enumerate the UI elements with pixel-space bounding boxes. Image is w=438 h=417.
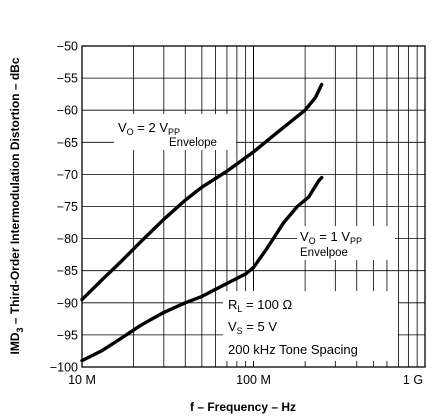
x-tick-label: 1 G xyxy=(403,373,423,387)
series2-label: VO = 1 VPP xyxy=(300,229,362,246)
y-tick-label: −50 xyxy=(57,40,78,54)
series-line-1 xyxy=(80,82,324,302)
conditions-bg xyxy=(223,291,398,361)
series-lines xyxy=(80,82,324,363)
y-tick-label: −75 xyxy=(57,200,78,214)
y-tick-label: −90 xyxy=(57,296,78,310)
y-tick-label: −70 xyxy=(57,168,78,182)
y-tick-label: −95 xyxy=(57,328,78,342)
series2-label-line2: Envelpoe xyxy=(300,247,348,259)
annotation-vs: VS = 5 V xyxy=(228,319,277,336)
y-axis-ticks: −50 −55 −60 −65 −70 −75 −80 −85 −90 −95 −100 xyxy=(50,40,78,375)
y-tick-label: −80 xyxy=(57,232,78,246)
y-tick-label: −100 xyxy=(50,361,78,375)
annotation-rl: RL = 100 Ω xyxy=(228,297,293,314)
series1-label-bg xyxy=(114,114,236,150)
x-tick-label: 10 M xyxy=(68,373,96,387)
y-tick-label: −60 xyxy=(57,104,78,118)
series-line-2 xyxy=(80,175,324,363)
annotation-tone-spacing: 200 kHz Tone Spacing xyxy=(228,342,358,357)
y-tick-label: −65 xyxy=(57,136,78,150)
x-axis-ticks: 10 M 100 M 1 G xyxy=(68,373,423,387)
series1-label-line2: Envelope xyxy=(169,137,217,149)
series2-label-bg xyxy=(297,226,395,260)
y-tick-label: −85 xyxy=(57,264,78,278)
plot-frame xyxy=(81,45,426,368)
series1-label: VO = 2 VPP xyxy=(118,120,180,137)
y-tick-label: −55 xyxy=(57,72,78,86)
x-axis-title: f – Frequency – Hz xyxy=(190,400,296,414)
x-tick-label: 100 M xyxy=(236,373,271,387)
y-axis-title: IMD3 – Third-Order Intermodulation Disto… xyxy=(8,57,25,354)
